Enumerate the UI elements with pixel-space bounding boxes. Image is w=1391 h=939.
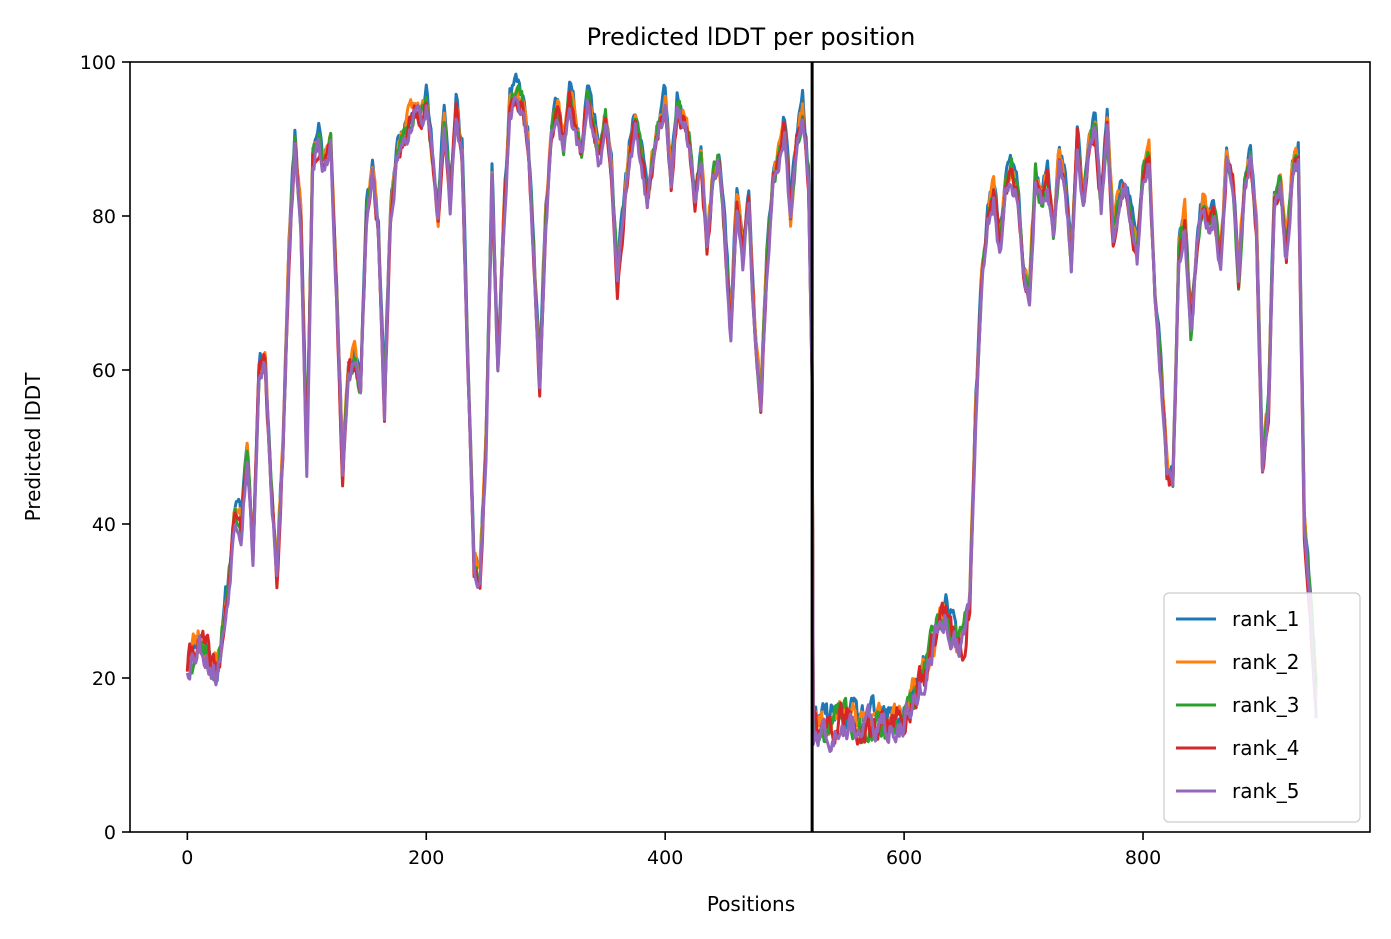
legend-label-rank_5: rank_5 (1232, 779, 1299, 803)
legend-label-rank_3: rank_3 (1232, 693, 1299, 717)
chart-title: Predicted lDDT per position (587, 23, 916, 51)
y-tick-label: 60 (92, 360, 116, 382)
legend: rank_1 rank_2 rank_3 rank_4 rank_5 (1163, 592, 1361, 823)
y-tick-label: 20 (92, 668, 116, 690)
x-tick-label: 200 (408, 847, 444, 869)
legend-label-rank_1: rank_1 (1232, 607, 1299, 631)
y-tick-label: 100 (80, 52, 116, 74)
legend-label-rank_2: rank_2 (1232, 650, 1299, 674)
x-tick-label: 600 (886, 847, 922, 869)
y-axis-label: Predicted lDDT (21, 372, 45, 522)
y-tick-label: 80 (92, 206, 116, 228)
legend-label-rank_4: rank_4 (1232, 736, 1299, 760)
y-tick-label: 40 (92, 514, 116, 536)
legend-box (1163, 592, 1361, 823)
series-layer (185, 72, 1318, 753)
x-tick-label: 0 (181, 847, 193, 869)
plot-frame (129, 61, 1371, 833)
x-tick-label: 800 (1125, 847, 1161, 869)
series-line-rank_5 (185, 95, 1318, 753)
y-tick-label: 0 (104, 822, 116, 844)
x-axis-ticks: 0 200 400 600 800 (181, 832, 1161, 869)
x-tick-label: 400 (647, 847, 683, 869)
y-axis-ticks: 0 20 40 60 80 100 (80, 52, 130, 844)
x-axis-label: Positions (707, 892, 795, 916)
